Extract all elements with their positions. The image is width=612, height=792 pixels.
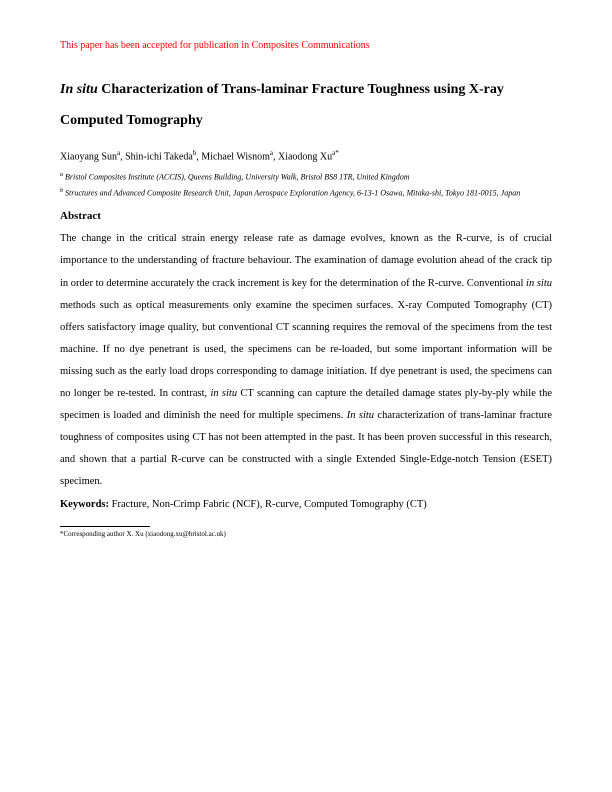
footnote-rule (60, 526, 150, 527)
title-italic-prefix: In situ (60, 82, 98, 97)
affiliation-a: a Bristol Composites Institute (ACCIS), … (60, 170, 552, 184)
abstract-text: The change in the critical strain energy… (60, 228, 552, 493)
paper-title: In situ Characterization of Trans-lamina… (60, 75, 552, 137)
corresponding-author-footnote: *Corresponding author X. Xu (xiaodong.xu… (60, 530, 552, 538)
affiliation-b: b Structures and Advanced Composite Rese… (60, 186, 552, 200)
keywords-text: Fracture, Non-Crimp Fabric (NCF), R-curv… (109, 499, 427, 510)
acceptance-notice: This paper has been accepted for publica… (60, 40, 552, 51)
author-list: Xiaoyang Suna, Shin-ichi Takedab, Michae… (60, 149, 552, 162)
abstract-heading: Abstract (60, 210, 552, 222)
keywords-line: Keywords: Fracture, Non-Crimp Fabric (NC… (60, 499, 552, 510)
title-rest: Characterization of Trans-laminar Fractu… (60, 82, 504, 128)
keywords-label: Keywords: (60, 499, 109, 510)
